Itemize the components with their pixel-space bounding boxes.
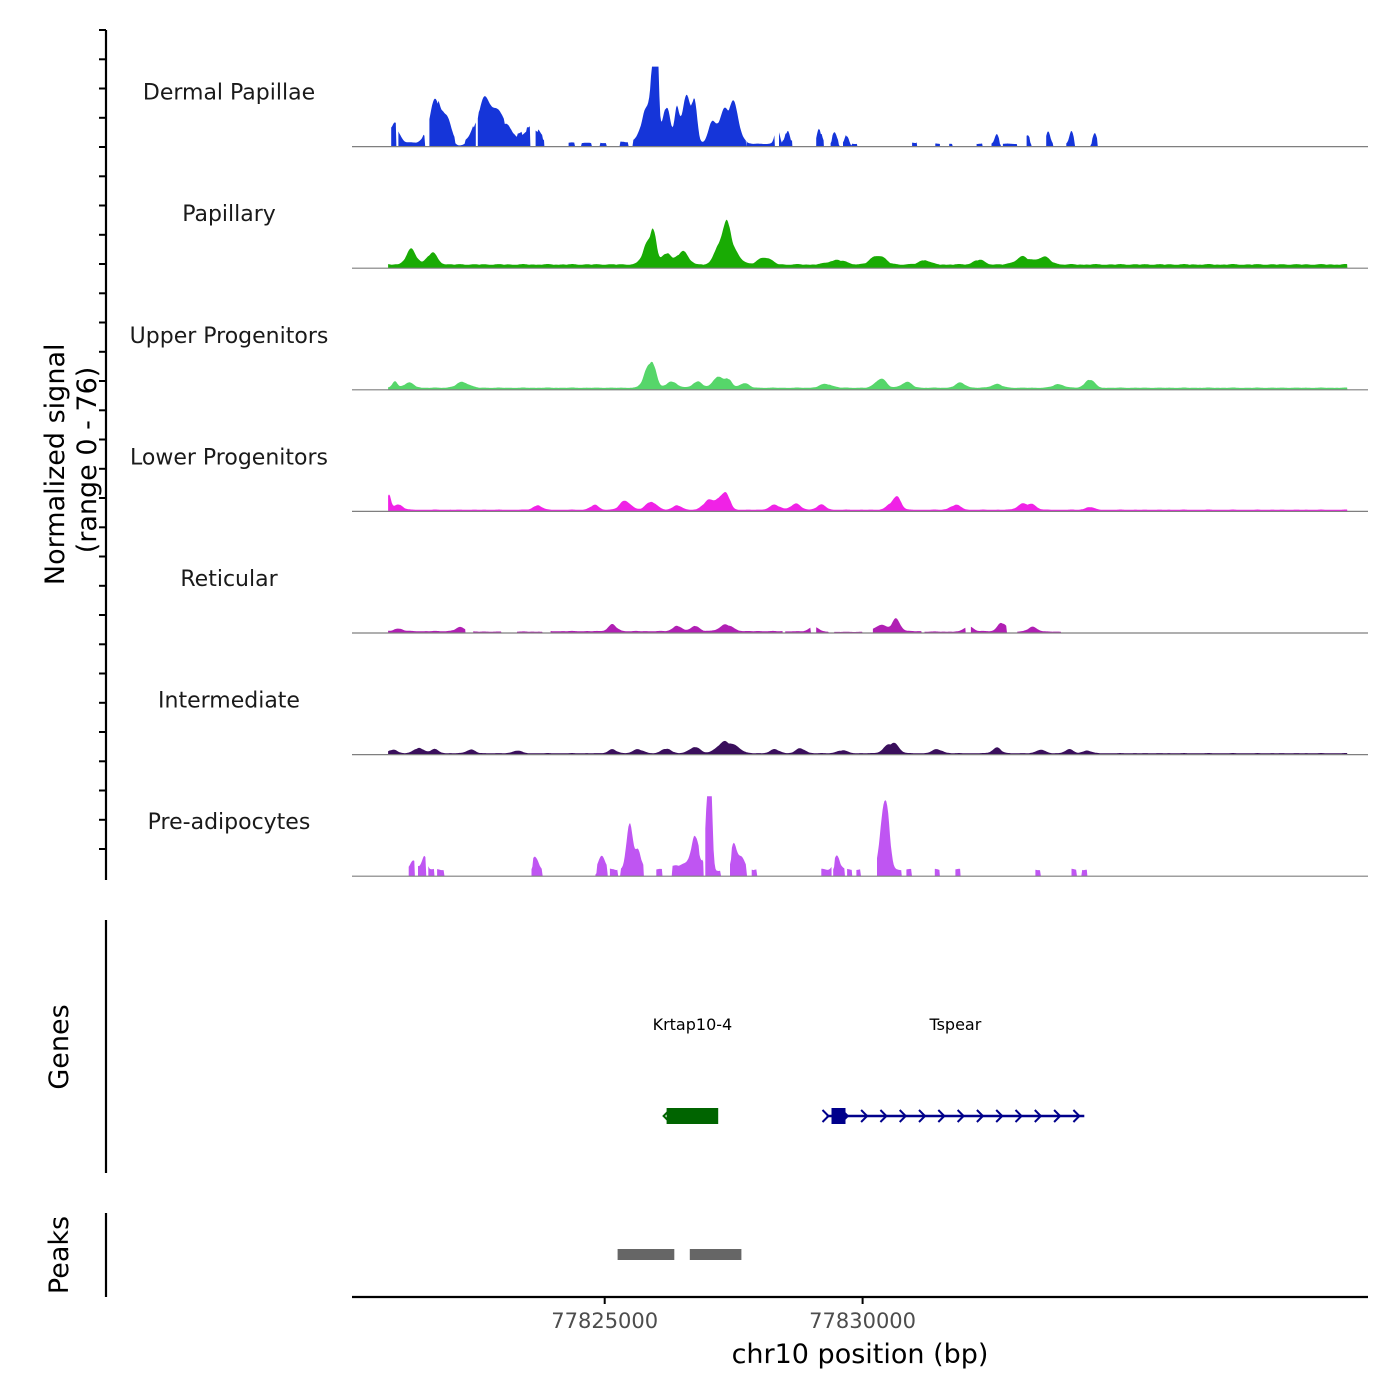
track-intermediate: Intermediate	[158, 689, 1368, 756]
gene-label: Krtap10-4	[653, 1015, 733, 1034]
signal-area	[388, 219, 1348, 269]
strand-arrow	[956, 1109, 966, 1123]
coverage-tracks: Dermal Papillae Papillary Upper Progenitor…	[130, 66, 1368, 877]
track-label: Papillary	[182, 202, 276, 227]
gene-exon	[831, 1108, 846, 1124]
strand-arrow	[1034, 1109, 1043, 1123]
strand-arrow	[918, 1109, 927, 1123]
signal-area	[388, 492, 1348, 512]
peak-track	[617, 1249, 742, 1260]
x-tick-label: 77825000	[551, 1309, 658, 1333]
track-dermal-papillae: Dermal Papillae	[143, 66, 1368, 148]
peak-region	[617, 1249, 675, 1260]
track-label: Reticular	[180, 567, 278, 592]
strand-arrow	[821, 1109, 830, 1123]
y-axis-label: Normalized signal (range 0 - 76)	[40, 335, 103, 585]
gene-krtap10-4: Krtap10-4	[653, 1015, 733, 1124]
strand-arrow	[898, 1109, 908, 1123]
peak-region	[689, 1249, 742, 1260]
signal-area	[391, 66, 1098, 147]
x-tick-label: 77830000	[809, 1309, 916, 1333]
track-label: Upper Progenitors	[130, 324, 329, 349]
y-axis-label-line-1: Normalized signal	[40, 344, 71, 586]
track-papillary: Papillary	[182, 202, 1368, 269]
strand-arrow	[1072, 1109, 1081, 1123]
signal-area	[388, 361, 1348, 390]
track-label: Intermediate	[158, 689, 300, 714]
genes-panel-label: Genes	[44, 1004, 75, 1089]
track-reticular: Reticular	[180, 567, 1368, 634]
signal-area	[388, 618, 1062, 633]
track-label: Dermal Papillae	[143, 81, 315, 106]
y-axis-label-line-2: (range 0 - 76)	[72, 367, 103, 554]
strand-arrow	[841, 1109, 850, 1123]
track-label: Pre-adipocytes	[148, 810, 311, 835]
gene-tspear: Tspear	[821, 1015, 1085, 1124]
strand-arrow	[879, 1109, 888, 1123]
strand-arrow	[995, 1109, 1004, 1123]
strand-arrow	[860, 1109, 869, 1123]
strand-arrow	[1014, 1109, 1023, 1123]
strand-arrow	[1053, 1109, 1062, 1123]
signal-area	[408, 796, 1088, 877]
signal-area	[388, 740, 1348, 755]
coverage-y-ticks	[99, 29, 106, 850]
strand-arrow	[937, 1109, 946, 1123]
track-label: Lower Progenitors	[130, 445, 328, 470]
track-lower-progenitors: Lower Progenitors	[130, 445, 1368, 512]
track-upper-progenitors: Upper Progenitors	[130, 324, 1368, 391]
x-axis-label: chr10 position (bp)	[732, 1339, 989, 1370]
gene-track: Krtap10-4 Tspear	[653, 1015, 1085, 1124]
strand-arrow	[976, 1109, 985, 1123]
peaks-panel-label: Peaks	[44, 1216, 75, 1294]
gene-label: Tspear	[928, 1015, 981, 1034]
track-pre-adipocytes: Pre-adipocytes	[148, 796, 1368, 877]
x-axis-ticks: 77825000 77830000	[551, 1297, 916, 1333]
strand-arrow	[662, 1109, 671, 1123]
gene-exon	[666, 1108, 719, 1124]
